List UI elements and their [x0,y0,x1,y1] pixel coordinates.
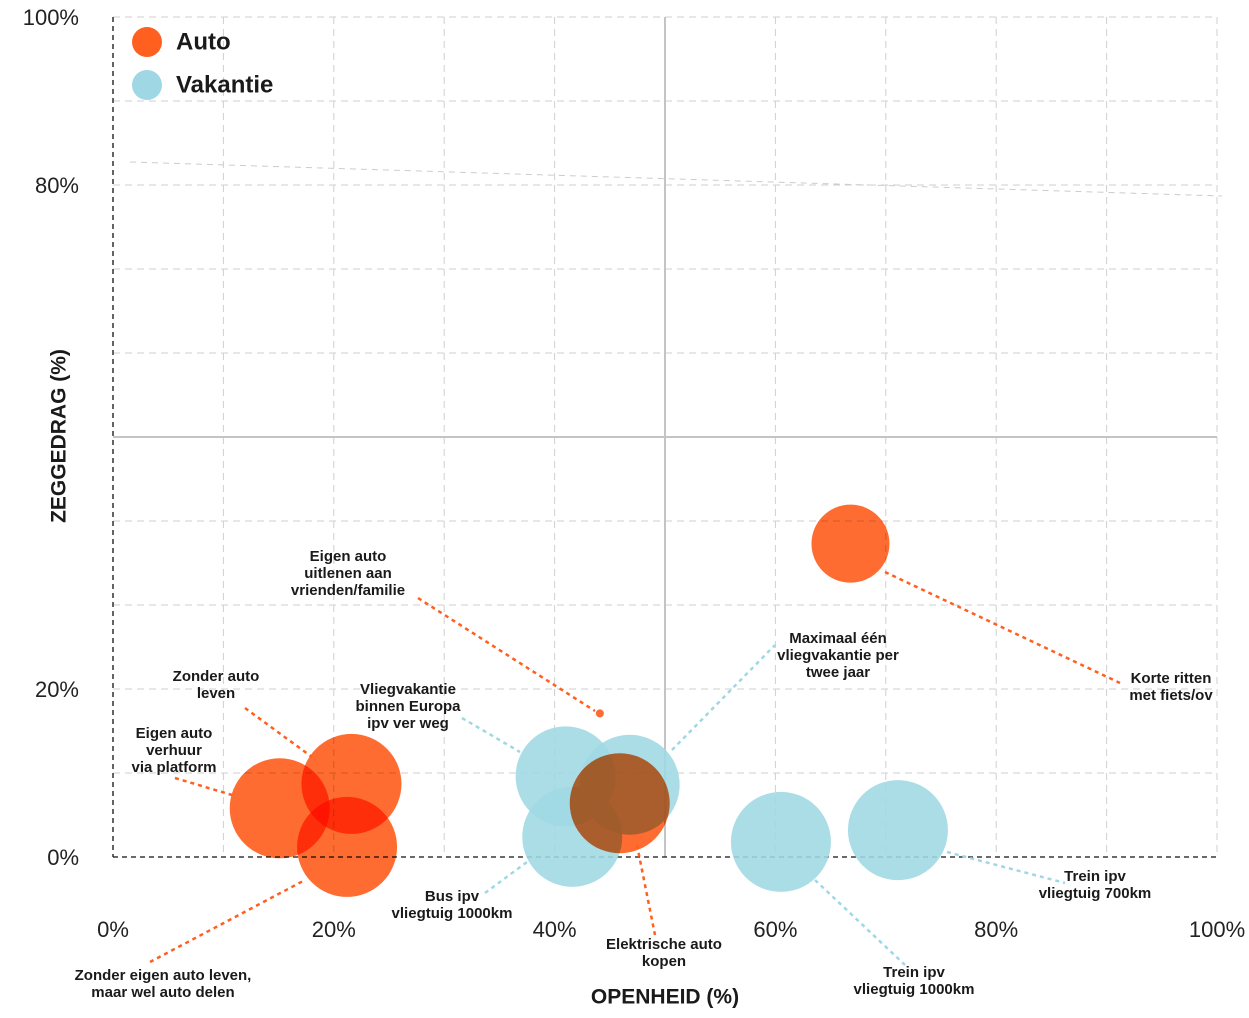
point-label: Bus ipv [425,888,480,905]
point-label: Elektrische auto [606,936,722,953]
leader-line [671,644,776,751]
bubble [811,504,890,583]
point-label: Zonder eigen auto leven, [75,967,252,984]
point-label: via platform [131,759,216,776]
legend-label: Auto [176,28,231,55]
point-label: Zonder auto [173,668,260,685]
legend-marker [132,27,162,57]
x-tick-label: 100% [1189,917,1245,942]
point-label: twee jaar [806,664,870,681]
bubbles [229,504,948,897]
point-label: vliegtuig 1000km [854,981,975,998]
trend-line [129,161,1223,197]
point-label: Vliegvakantie [360,681,456,698]
x-tick-label: 20% [312,917,356,942]
bubble [569,753,670,854]
point-label: maar wel auto delen [91,984,234,1001]
point-label: met fiets/ov [1129,687,1213,704]
y-tick-label: 0% [47,845,79,870]
leader-line [884,570,1121,685]
bubble [595,709,604,718]
x-tick-label: 60% [753,917,797,942]
bubble [730,791,831,892]
point-label: Maximaal één [789,630,887,647]
leader-line [244,706,313,759]
bubble [297,796,398,897]
point-label: Eigen auto [310,548,387,565]
leader-line [814,879,906,966]
point-label: binnen Europa [356,698,462,715]
leader-line [174,776,233,797]
point-label: ipv ver weg [367,715,449,732]
point-label: vrienden/familie [291,582,405,599]
point-label: vliegtuig 1000km [392,905,513,922]
point-label: leven [197,685,235,702]
leader-line [461,716,521,754]
legend-marker [132,70,162,100]
x-axis-title: OPENHEID (%) [591,986,739,1009]
x-tick-label: 40% [533,917,577,942]
point-label: vliegvakantie per [777,647,899,664]
grid [112,16,1218,858]
y-tick-label: 20% [35,677,79,702]
legend-label: Vakantie [176,71,273,98]
y-tick-label: 80% [35,173,79,198]
leader-line [635,844,657,936]
leader-line [484,860,528,895]
point-label: Trein ipv [883,964,945,981]
point-label: Trein ipv [1064,868,1126,885]
y-axis-title: ZEGGEDRAG (%) [48,349,71,523]
leader-line [417,596,596,713]
y-tick-label: 100% [23,5,79,30]
point-label: Korte ritten [1131,670,1212,687]
point-label: vliegtuig 700km [1039,885,1152,902]
point-label: uitlenen aan [304,565,392,582]
point-label: Eigen auto [136,725,213,742]
point-label: kopen [642,953,686,970]
x-tick-label: 0% [97,917,129,942]
point-label: verhuur [146,742,202,759]
x-tick-label: 80% [974,917,1018,942]
bubble [847,780,948,881]
leader-line [149,878,306,964]
